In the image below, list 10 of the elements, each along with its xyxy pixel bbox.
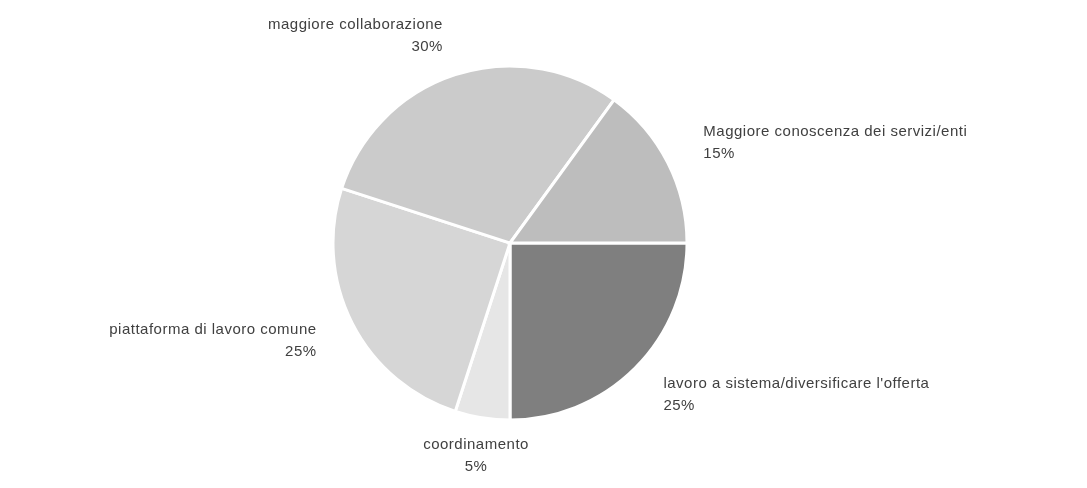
data-label: 15%	[703, 144, 735, 162]
data-label: 25%	[285, 341, 317, 359]
data-label: 30%	[411, 36, 443, 54]
slice-label: coordinamento	[423, 435, 529, 453]
slice-label: maggiore collaborazione	[268, 14, 443, 32]
slice-label: Maggiore conoscenza dei servizi/enti	[703, 122, 968, 140]
data-label: 25%	[663, 396, 695, 414]
slice-label: lavoro a sistema/diversificare l'offerta	[663, 374, 930, 392]
slice-label: piattaforma di lavoro comune	[109, 319, 317, 337]
data-label: 5%	[464, 457, 488, 475]
